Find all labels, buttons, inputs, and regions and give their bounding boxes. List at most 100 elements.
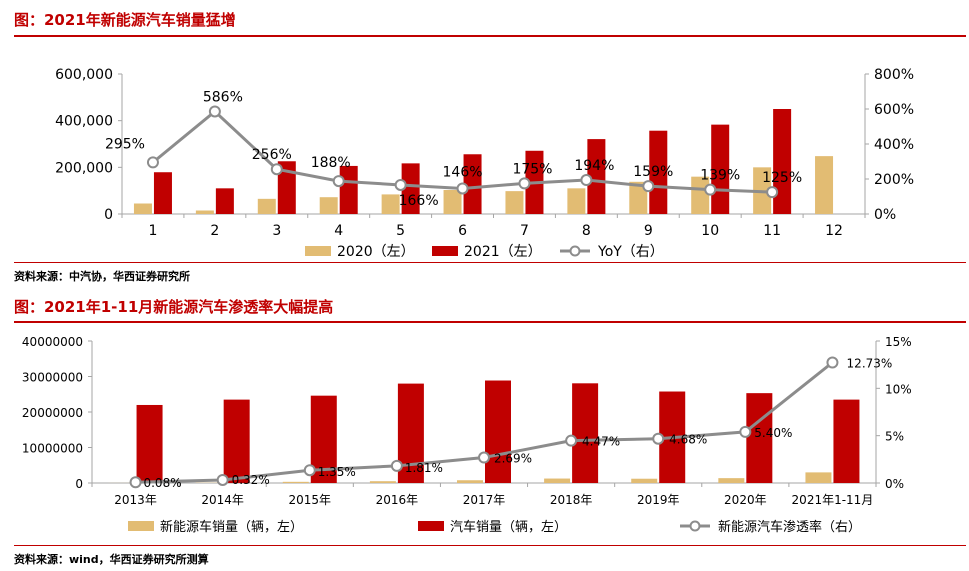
c2-bar-a [805,472,832,483]
c1-left-tick-label: 400,000 [55,114,113,130]
c1-bar-a [319,197,338,214]
c2-bar-a [631,478,658,483]
c2-data-label: 4.68% [669,433,707,447]
c1-bar-b [649,130,668,214]
c1-bar-a [505,191,524,214]
c1-line-point [580,174,593,187]
c2-legend-label: 汽车销量（辆，左） [450,519,567,535]
c1-bar-b [401,163,420,214]
c1-x-tick-label: 1 [148,223,157,239]
c1-bar-b [153,172,172,214]
c2-line-point [216,473,229,486]
c1-data-label: 159% [633,164,673,180]
c1-left-tick-label: 600,000 [55,67,113,83]
c2-legend-marker [689,520,701,532]
c2-data-label: 1.35% [318,465,356,479]
c2-bar-a [369,481,396,483]
c1-data-label: 256% [252,147,292,163]
c1-data-label: 146% [443,164,483,180]
c2-data-label: 0.08% [143,476,181,490]
c1-legend-marker [569,245,581,257]
c1-bar-a [691,176,710,214]
c1-right-tick-label: 0% [874,207,896,223]
c2-legend-label: 新能源车销量（辆，左） [160,519,303,535]
c2-data-label: 5.40% [754,426,792,440]
c1-bar-a [257,198,276,214]
c2-data-label: 12.73% [847,356,893,370]
c2-data-label: 2.69% [494,452,532,466]
c2-left-tick-label: 0 [75,477,83,491]
c2-x-tick-label: 2014年 [201,493,244,507]
c1-bar-b [215,188,234,214]
c2-x-tick-label: 2015年 [289,493,332,507]
chart1-bottom-rule [14,262,966,263]
c1-bar-a [381,194,400,214]
c1-data-label: 188% [311,155,351,171]
c1-line-point [456,182,469,195]
c2-data-label: 0.32% [232,473,270,487]
c2-line-point [129,476,142,489]
c2-line-point [565,434,578,447]
c2-right-tick-label: 10% [885,382,912,396]
c2-data-label: 4.47% [582,435,620,449]
c1-data-label: 194% [574,158,614,174]
chart2-bottom-rule [14,545,966,546]
c1-x-tick-label: 4 [334,223,343,239]
c1-data-label: 586% [203,89,243,105]
c2-x-tick-label: 2021年1-11月 [792,493,874,507]
c2-bar-a [457,480,483,483]
c1-line-point [704,183,717,196]
c2-legend-label: 新能源汽车渗透率（右） [718,519,861,535]
c2-x-tick-label: 2017年 [463,493,506,507]
c1-legend-swatch [432,246,458,256]
c1-data-label: 175% [512,161,552,177]
c1-line-point [518,177,531,190]
chart1-source: 资料来源：中汽协，华西证券研究所 [14,270,190,283]
c1-line-point [332,175,345,188]
c2-x-tick-label: 2018年 [550,493,593,507]
c2-right-tick-label: 0% [885,477,904,491]
c1-x-tick-label: 2 [210,223,219,239]
c2-right-tick-label: 15% [885,335,912,349]
c2-left-tick-label: 40000000 [22,335,83,349]
c1-left-tick-label: 0 [104,207,113,223]
c1-bar-b [339,165,358,214]
c1-bar-a [443,189,462,214]
c2-line-point [826,356,839,369]
c1-bar-a [133,203,152,214]
c2-left-tick-label: 20000000 [22,406,83,420]
c2-bar-b [136,404,163,483]
c2-bar-b [223,399,250,483]
c1-right-tick-label: 800% [874,67,914,83]
c2-right-tick-label: 5% [885,430,904,444]
c2-left-tick-label: 10000000 [22,442,83,456]
c1-legend-swatch [305,246,331,256]
c2-line-point [652,432,665,445]
c1-x-tick-label: 9 [644,223,653,239]
chart2-title-rule [14,321,966,323]
c1-line-point [208,105,221,118]
c1-data-label: 139% [700,168,740,184]
c1-line-point [394,178,407,191]
chart2-source: 资料来源：wind，华西证券研究所测算 [14,553,209,566]
c1-legend-label: YoY（右） [597,244,664,260]
c1-right-tick-label: 400% [874,137,914,153]
c2-legend-swatch [418,521,444,531]
c1-x-tick-label: 8 [582,223,591,239]
c2-legend-swatch [128,521,154,531]
c2-bar-a [544,478,571,483]
c1-right-tick-label: 200% [874,172,914,188]
c2-data-label: 1.81% [405,461,443,475]
c1-x-tick-label: 12 [825,223,843,239]
chart2-title: 图：2021年1-11月新能源汽车渗透率大幅提高 [14,298,334,316]
c2-line-point [390,459,403,472]
c2-bar-a [718,478,745,483]
c2-bar-b [572,383,599,483]
c2-line-point [739,425,752,438]
chart1-title: 图：2021年新能源汽车销量猛增 [14,11,236,29]
c2-line-point [478,451,490,464]
c1-legend-label: 2021（左） [464,244,542,260]
c1-line-point [766,186,779,199]
c2-x-tick-label: 2020年 [724,493,767,507]
c2-x-tick-label: 2013年 [114,493,157,507]
